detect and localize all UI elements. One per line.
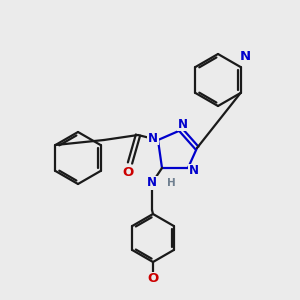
Text: N: N [148, 131, 158, 145]
Text: N: N [178, 118, 188, 130]
Text: O: O [147, 272, 159, 286]
Text: N: N [189, 164, 199, 178]
Text: H: H [167, 178, 176, 188]
Text: N: N [239, 50, 250, 64]
Text: O: O [122, 166, 134, 178]
Text: N: N [147, 176, 157, 190]
